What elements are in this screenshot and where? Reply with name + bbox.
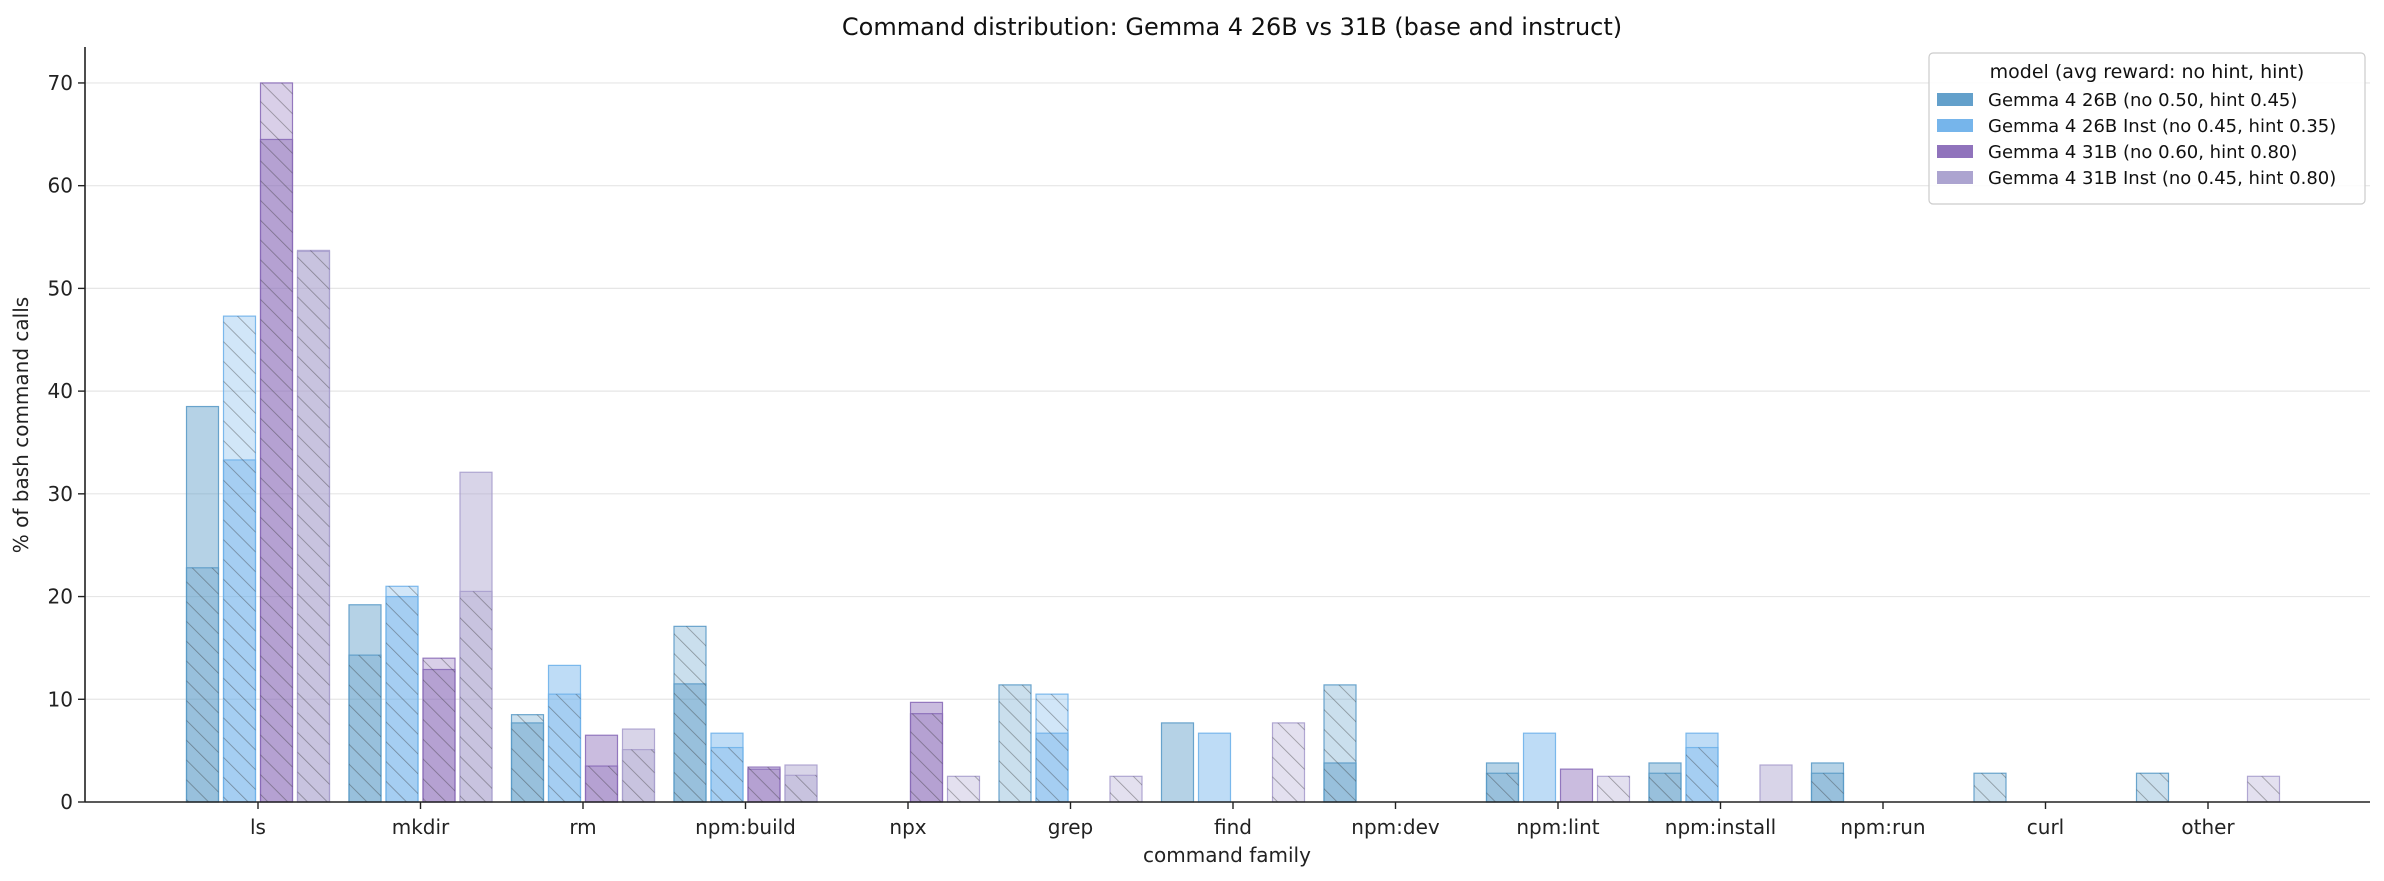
x-tick-label: ls <box>250 815 266 839</box>
bar-hint-hatch <box>460 591 492 802</box>
chart-title: Command distribution: Gemma 4 26B vs 31B… <box>842 13 1622 41</box>
x-tick-label: npm:run <box>1840 815 1925 839</box>
x-tick-label: mkdir <box>392 815 450 839</box>
bar-hint-hatch <box>1324 684 1356 802</box>
bar-hint-hatch <box>260 82 293 802</box>
x-tick-label: find <box>1214 815 1252 839</box>
bar-group-npm-run <box>1810 762 1845 803</box>
bar-no-hint <box>1197 732 1232 803</box>
bar-hint-hatch <box>1686 747 1718 802</box>
bar-hint-hatch <box>423 658 455 802</box>
axes <box>84 47 2370 803</box>
x-tick-label: rm <box>569 815 596 839</box>
bar-hint-hatch <box>674 626 706 802</box>
bar-hint-hatch <box>1974 773 2006 802</box>
bar-group-npm-build <box>673 625 818 803</box>
y-axis-title: % of bash command calls <box>9 297 33 553</box>
bar-group-mkdir <box>348 471 493 803</box>
x-tick-label: other <box>2181 815 2235 839</box>
legend-swatch <box>1937 119 1973 132</box>
bar-no-hint <box>1759 764 1793 803</box>
legend-item: Gemma 4 31B Inst (no 0.45, hint 0.80) <box>1937 168 2336 189</box>
bar-group-grep <box>998 684 1143 803</box>
x-tick-label: npm:lint <box>1516 815 1599 839</box>
bar-hint-hatch <box>999 684 1031 802</box>
bar-hint-hatch <box>2136 773 2169 802</box>
legend-swatch <box>1937 171 1973 184</box>
bar-hint-hatch <box>511 714 544 802</box>
bar-hint-hatch <box>2247 776 2280 802</box>
x-tick-label: npm:install <box>1665 815 1776 839</box>
legend-label: Gemma 4 31B Inst (no 0.45, hint 0.80) <box>1988 168 2336 189</box>
bar-hint-hatch <box>1597 776 1630 802</box>
y-tick-label: 50 <box>48 276 73 300</box>
bar-group-npm-dev <box>1323 684 1357 803</box>
legend-frame <box>1928 52 2366 205</box>
bar-hint-hatch <box>1649 773 1681 802</box>
bar-hint-hatch <box>910 713 943 802</box>
bar-hint-hatch <box>947 776 980 802</box>
x-tick-label: grep <box>1048 815 1093 839</box>
bar-hint-hatch <box>748 767 780 802</box>
y-tick-label: 40 <box>48 379 73 403</box>
x-ticks: ls mkdir rm npm:build npx grep find npm:dev npm:… <box>250 802 2235 839</box>
y-ticks: 0 10 20 30 40 50 60 70 <box>48 71 85 814</box>
y-tick-label: 10 <box>48 687 73 711</box>
legend: model (avg reward: no hint, hint) Gemma … <box>1928 52 2366 205</box>
legend-label: Gemma 4 26B (no 0.50, hint 0.45) <box>1988 90 2297 111</box>
y-tick-label: 20 <box>48 585 73 609</box>
x-tick-label: npm:build <box>695 815 796 839</box>
legend-label: Gemma 4 26B Inst (no 0.45, hint 0.35) <box>1988 116 2336 137</box>
bar-no-hint <box>1559 768 1594 803</box>
bar-hint-hatch <box>349 655 381 802</box>
bar-no-hint <box>1522 732 1557 803</box>
bar-hint-hatch <box>1811 773 1844 802</box>
bar-hint-hatch <box>585 766 618 802</box>
bar-hint-hatch <box>1110 776 1142 802</box>
bar-hint-hatch <box>1272 722 1305 802</box>
bar-hint-hatch <box>297 250 330 802</box>
bars <box>185 82 2281 803</box>
legend-item: Gemma 4 26B (no 0.50, hint 0.45) <box>1937 90 2297 111</box>
bar-group-npm-install <box>1648 732 1793 803</box>
legend-item: Gemma 4 26B Inst (no 0.45, hint 0.35) <box>1937 116 2336 137</box>
legend-swatch <box>1937 145 1973 158</box>
bar-hint-hatch <box>1486 773 1519 802</box>
bar-group-npx <box>909 701 981 803</box>
x-tick-label: npm:dev <box>1351 815 1440 839</box>
bar-group-ls <box>185 82 331 803</box>
bar-hint-hatch <box>785 775 817 802</box>
legend-item: Gemma 4 31B (no 0.60, hint 0.80) <box>1937 142 2297 163</box>
bar-hint-hatch <box>186 567 219 802</box>
bar-group-curl <box>1973 772 2007 803</box>
y-tick-label: 60 <box>48 174 73 198</box>
bar-group-other <box>2135 772 2281 803</box>
y-tick-label: 0 <box>60 790 73 814</box>
bar-hint-hatch <box>622 749 655 802</box>
y-tick-label: 30 <box>48 482 73 506</box>
legend-label: Gemma 4 31B (no 0.60, hint 0.80) <box>1988 142 2297 163</box>
bar-hint-hatch <box>548 694 581 802</box>
legend-swatch <box>1937 93 1973 106</box>
legend-title: model (avg reward: no hint, hint) <box>1990 61 2305 83</box>
x-tick-label: curl <box>2027 815 2064 839</box>
x-tick-label: npx <box>889 815 926 839</box>
bar-group-find <box>1160 722 1306 803</box>
bar-hint-hatch <box>1036 694 1068 802</box>
bar-no-hint <box>1160 722 1195 803</box>
bar-hint-hatch <box>386 586 418 802</box>
bar-hint-hatch <box>223 316 256 802</box>
bar-hint-hatch <box>711 747 743 802</box>
bar-group-npm-lint <box>1485 732 1631 803</box>
x-axis-title: command family <box>1143 843 1311 867</box>
y-tick-label: 70 <box>48 71 73 95</box>
bar-group-rm <box>510 664 656 803</box>
